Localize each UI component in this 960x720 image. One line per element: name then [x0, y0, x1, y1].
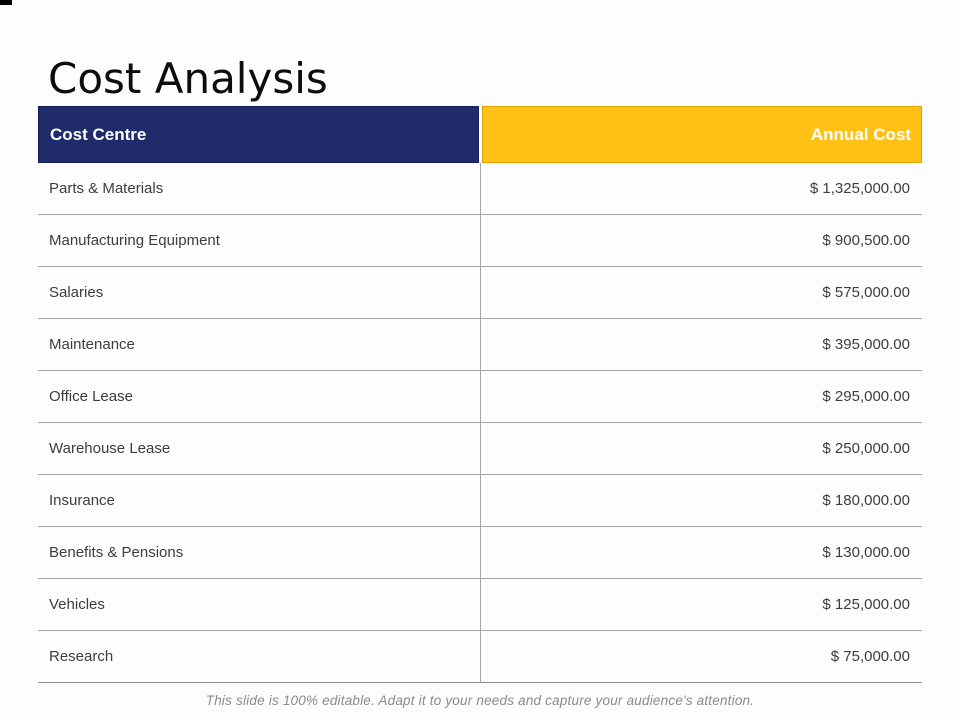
table-header-row: Cost Centre Annual Cost	[38, 106, 922, 163]
annual-cost-cell: $ 180,000.00	[480, 475, 922, 526]
page-title: Cost Analysis	[48, 54, 328, 104]
table-row: Vehicles $ 125,000.00	[38, 579, 922, 631]
cost-centre-cell: Research	[49, 648, 114, 665]
cost-centre-cell: Vehicles	[49, 596, 105, 613]
cost-centre-cell: Warehouse Lease	[49, 440, 171, 457]
table-row: Insurance $ 180,000.00	[38, 475, 922, 527]
cost-centre-cell: Office Lease	[49, 388, 133, 405]
annual-cost-cell: $ 900,500.00	[480, 215, 922, 266]
table-row: Parts & Materials $ 1,325,000.00	[38, 163, 922, 215]
annual-cost-cell: $ 125,000.00	[480, 579, 922, 630]
table-body: Parts & Materials $ 1,325,000.00 Manufac…	[38, 163, 922, 683]
annual-cost-cell: $ 295,000.00	[480, 371, 922, 422]
annual-cost-cell: $ 130,000.00	[480, 527, 922, 578]
table-row: Manufacturing Equipment $ 900,500.00	[38, 215, 922, 267]
annual-cost-cell: $ 575,000.00	[480, 267, 922, 318]
cost-centre-cell: Maintenance	[49, 336, 135, 353]
annual-cost-cell: $ 250,000.00	[480, 423, 922, 474]
annual-cost-cell: $ 395,000.00	[480, 319, 922, 370]
column-header-annual-cost: Annual Cost	[482, 106, 922, 163]
table-row: Maintenance $ 395,000.00	[38, 319, 922, 371]
table-row: Office Lease $ 295,000.00	[38, 371, 922, 423]
cost-centre-cell: Insurance	[49, 492, 115, 509]
column-header-cost-centre: Cost Centre	[38, 106, 479, 163]
slide-corner-mark	[0, 0, 12, 5]
table-row: Salaries $ 575,000.00	[38, 267, 922, 319]
cost-table: Cost Centre Annual Cost Parts & Material…	[38, 106, 922, 683]
editable-note: This slide is 100% editable. Adapt it to…	[205, 693, 755, 708]
table-row: Warehouse Lease $ 250,000.00	[38, 423, 922, 475]
table-row: Research $ 75,000.00	[38, 631, 922, 683]
annual-cost-cell: $ 1,325,000.00	[480, 163, 922, 214]
cost-centre-cell: Manufacturing Equipment	[49, 232, 220, 249]
cost-centre-cell: Salaries	[49, 284, 104, 301]
cost-centre-cell: Parts & Materials	[49, 180, 164, 197]
cost-centre-cell: Benefits & Pensions	[49, 544, 184, 561]
table-row: Benefits & Pensions $ 130,000.00	[38, 527, 922, 579]
annual-cost-cell: $ 75,000.00	[480, 631, 922, 682]
